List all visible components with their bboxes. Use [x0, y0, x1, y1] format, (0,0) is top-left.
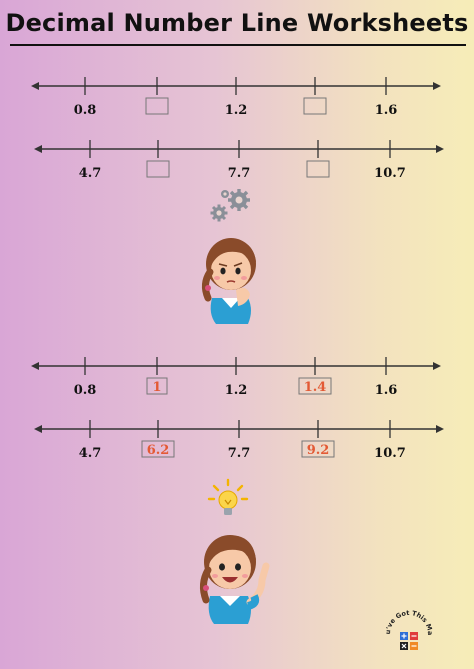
answer-value: 6.2 — [147, 443, 170, 458]
number-line-answer-2: 4.7 6.2 7.7 9.2 10.7 — [34, 420, 444, 461]
lightbulb-icon — [207, 478, 249, 515]
tick-label: 0.8 — [74, 383, 97, 398]
answer-box — [301, 440, 335, 458]
blank-answer-box[interactable] — [145, 97, 169, 115]
blank-answer-box[interactable] — [306, 160, 330, 178]
arrow-left-icon — [31, 82, 39, 90]
number-line-question-1: 0.8 1.2 1.6 — [31, 77, 441, 118]
page-title: Decimal Number Line Worksheets — [5, 9, 469, 37]
arrow-right-icon — [433, 82, 441, 90]
title-underline — [10, 44, 466, 46]
answer-value: 1.4 — [304, 380, 327, 395]
tick-label: 1.6 — [375, 103, 398, 118]
tick-label: 10.7 — [374, 446, 406, 461]
tick-label: 4.7 — [79, 166, 102, 181]
answer-value: 9.2 — [307, 443, 330, 458]
arrow-left-icon — [34, 425, 42, 433]
thinking-girl-illustration — [201, 238, 256, 324]
gears-icon — [210, 189, 250, 222]
blank-answer-box[interactable] — [146, 160, 170, 178]
answer-value: 1 — [152, 380, 161, 395]
answer-box — [141, 440, 175, 458]
arrow-left-icon — [31, 362, 39, 370]
arrow-right-icon — [433, 362, 441, 370]
title-bar: Decimal Number Line Worksheets — [0, 0, 474, 46]
happy-girl-illustration — [199, 535, 270, 624]
tick-label: 0.8 — [74, 103, 97, 118]
arrow-left-icon — [34, 145, 42, 153]
answer-box — [146, 377, 168, 395]
tick-label: 7.7 — [228, 166, 251, 181]
brand-logo-text: You've Got This Math — [384, 604, 434, 635]
tick-label: 4.7 — [79, 446, 102, 461]
arrow-right-icon — [436, 425, 444, 433]
tick-label: 1.6 — [375, 383, 398, 398]
number-line-question-2: 4.7 7.7 10.7 — [34, 140, 444, 181]
answer-box — [298, 377, 332, 395]
arrow-right-icon — [436, 145, 444, 153]
tick-label: 10.7 — [374, 166, 406, 181]
blank-answer-box[interactable] — [303, 97, 327, 115]
brand-logo: You've Got This Math — [384, 604, 434, 650]
tick-label: 7.7 — [228, 446, 251, 461]
tick-label: 1.2 — [225, 383, 248, 398]
brand-name: You've Got This Math — [384, 604, 434, 635]
tick-label: 1.2 — [225, 103, 248, 118]
number-line-answer-1: 0.8 1 1.2 1.4 1.6 — [31, 357, 441, 398]
